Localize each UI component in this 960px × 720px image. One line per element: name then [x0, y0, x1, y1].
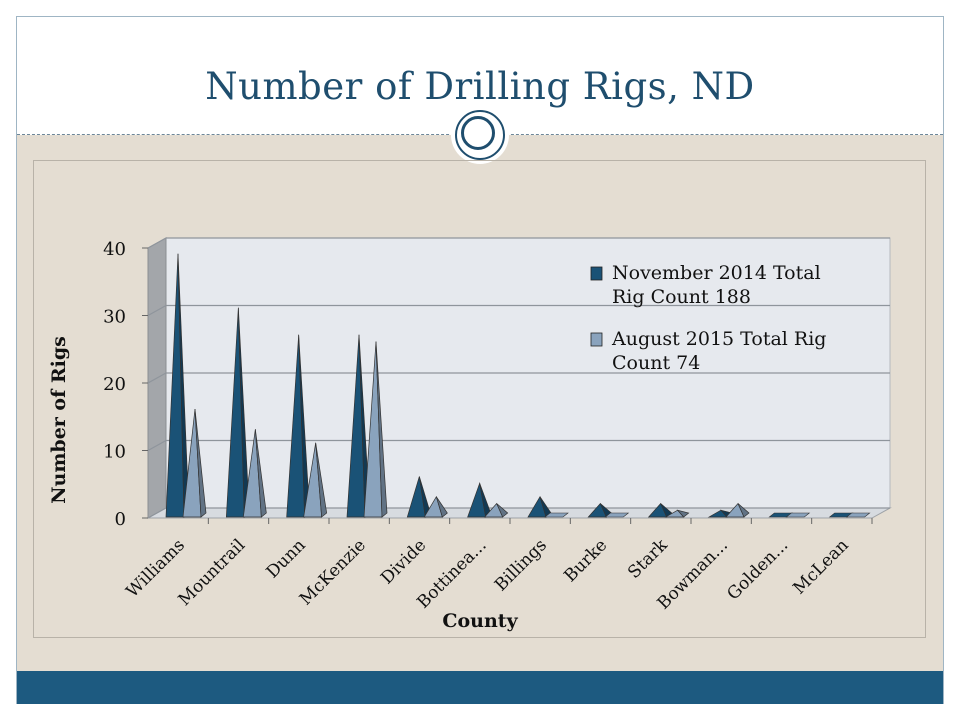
y-tick-label: 10 — [103, 442, 126, 463]
x-tick-label: Burke — [560, 535, 611, 586]
gridline-side — [147, 507, 167, 519]
cone-4-series-1 — [406, 476, 431, 518]
cone-10-series-2-base — [785, 512, 811, 518]
gridline-side — [147, 304, 167, 317]
cone-3-series-2-side — [375, 341, 388, 518]
cone-2-series-2 — [303, 442, 328, 518]
legend-swatch — [590, 332, 603, 347]
cone-7-series-2 — [604, 512, 630, 518]
cone-1-series-1 — [225, 307, 250, 518]
cone-9-series-2-side — [737, 503, 750, 518]
x-tick-label: Stark — [624, 535, 672, 583]
gridline-side — [147, 439, 167, 452]
x-axis-label: County — [442, 610, 518, 632]
legend-label: Rig Count 188 — [612, 286, 751, 308]
gridline-side — [147, 372, 167, 384]
cone-9-series-2 — [725, 502, 750, 518]
cone-7-series-2-base — [604, 512, 630, 518]
cone-0-series-2-side — [194, 408, 207, 518]
footer-bar — [17, 671, 943, 704]
chart-panel — [33, 160, 926, 638]
slide-title: Number of Drilling Rigs, ND — [205, 65, 755, 108]
gridline-side — [147, 237, 167, 249]
legend-label: November 2014 Total — [612, 262, 821, 284]
cone-5-series-2 — [483, 502, 509, 518]
cone-10-series-2 — [785, 512, 811, 518]
cone-6-series-1 — [527, 495, 552, 518]
y-tick-label: 40 — [103, 239, 126, 260]
cone-5-series-2-side — [496, 503, 509, 518]
cone-6-series-2 — [544, 512, 569, 518]
x-tick-label: Dunn — [263, 535, 310, 582]
cone-6-series-2-base — [544, 512, 569, 518]
cone-1-series-2 — [242, 429, 267, 518]
y-tick-label: 30 — [103, 307, 126, 328]
cone-4-series-2-side — [435, 496, 448, 518]
y-axis-label: Number of Rigs — [48, 336, 70, 504]
cone-1-series-2-side — [254, 429, 267, 518]
x-tick-label: McKenzie — [296, 535, 370, 609]
cone-8-series-2-side — [676, 509, 690, 518]
y-tick-label: 0 — [115, 509, 126, 530]
legend-swatch — [590, 266, 603, 281]
cone-2-series-1 — [286, 334, 311, 518]
cone-4-series-2 — [423, 495, 448, 518]
y-axis-ticks: 0 10 20 30 40 — [103, 239, 148, 530]
cone-8-series-2 — [664, 509, 690, 518]
cone-7-series-1 — [587, 502, 612, 518]
cone-0-series-2 — [182, 408, 207, 518]
cone-3-series-2 — [363, 341, 388, 518]
x-tick-label: McLean — [789, 535, 852, 598]
x-tick-label: Billings — [491, 535, 551, 595]
cone-11-series-2-base — [845, 512, 871, 518]
data-marks — [165, 253, 871, 518]
medallion-inner-ring — [461, 116, 495, 150]
gridlines — [147, 237, 890, 519]
legend-label: August 2015 Total Rig — [611, 328, 826, 350]
cone-2-series-2-side — [315, 442, 328, 518]
cone-8-series-1 — [647, 502, 673, 518]
cone-11-series-2 — [845, 512, 871, 518]
x-tick-label: Golden... — [723, 535, 792, 604]
x-tick-label: Divide — [377, 535, 430, 588]
y-tick-label: 20 — [103, 374, 126, 395]
legend-label: Count 74 — [612, 352, 700, 374]
